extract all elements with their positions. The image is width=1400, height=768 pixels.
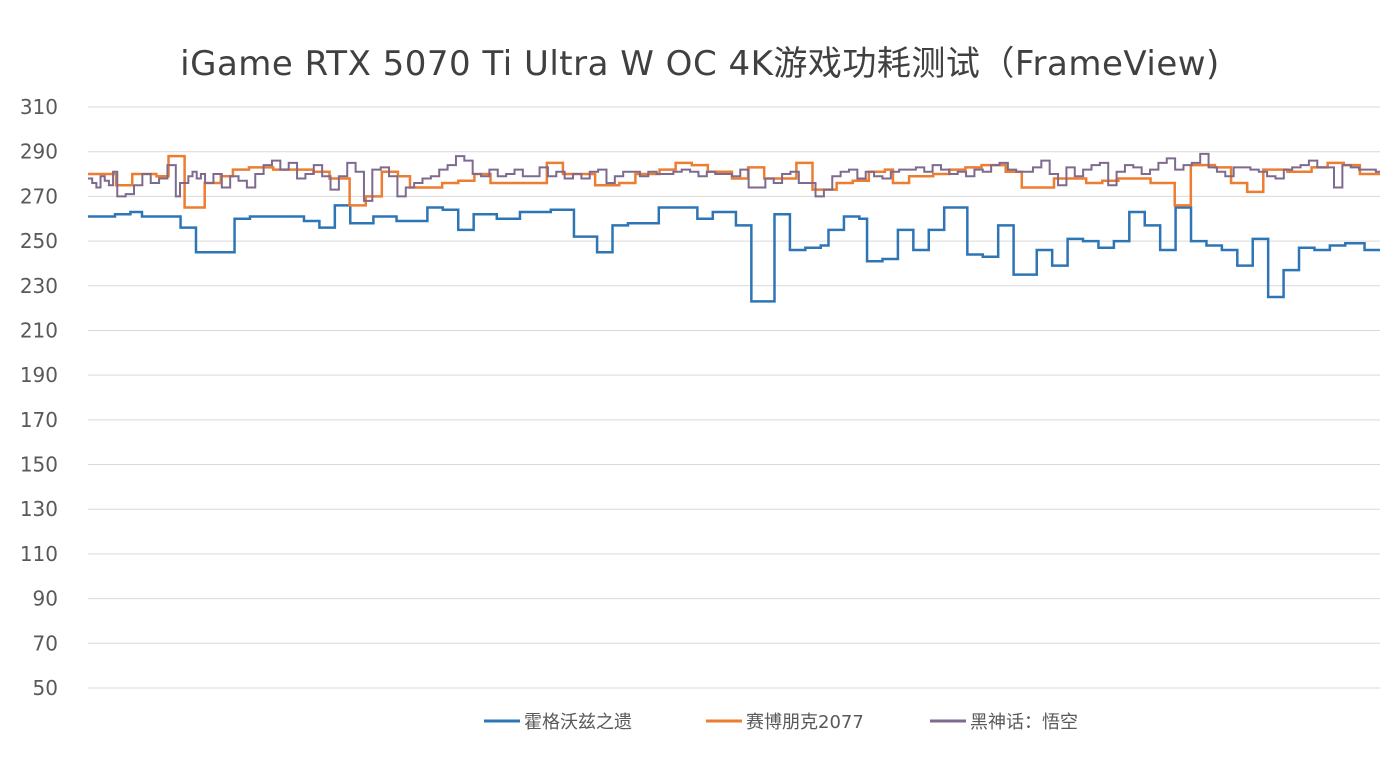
chart-title: iGame RTX 5070 Ti Ultra W OC 4K游戏功耗测试（Fr… xyxy=(180,44,1220,84)
y-tick-label: 210 xyxy=(20,318,58,342)
legend-label-1: 霍格沃兹之遗 xyxy=(524,712,632,733)
series-line-2 xyxy=(88,154,1380,209)
y-tick-label: 150 xyxy=(20,453,58,477)
legend-label-2: 赛博朋克2077 xyxy=(746,712,864,733)
y-tick-label: 310 xyxy=(20,95,58,119)
y-tick-label: 50 xyxy=(33,676,58,700)
y-tick-label: 130 xyxy=(20,497,58,521)
y-tick-label: 290 xyxy=(20,140,58,164)
y-tick-label: 90 xyxy=(33,587,58,611)
series-line-1 xyxy=(88,204,1380,303)
y-tick-label: 230 xyxy=(20,274,58,298)
series-line-3 xyxy=(88,152,1380,202)
y-tick-label: 250 xyxy=(20,229,58,253)
y-tick-label: 190 xyxy=(20,363,58,387)
y-tick-label: 170 xyxy=(20,408,58,432)
legend-label-3: 黑神话：悟空 xyxy=(970,712,1078,733)
y-tick-label: 70 xyxy=(33,631,58,655)
y-tick-label: 110 xyxy=(20,542,58,566)
y-tick-label: 270 xyxy=(20,184,58,208)
